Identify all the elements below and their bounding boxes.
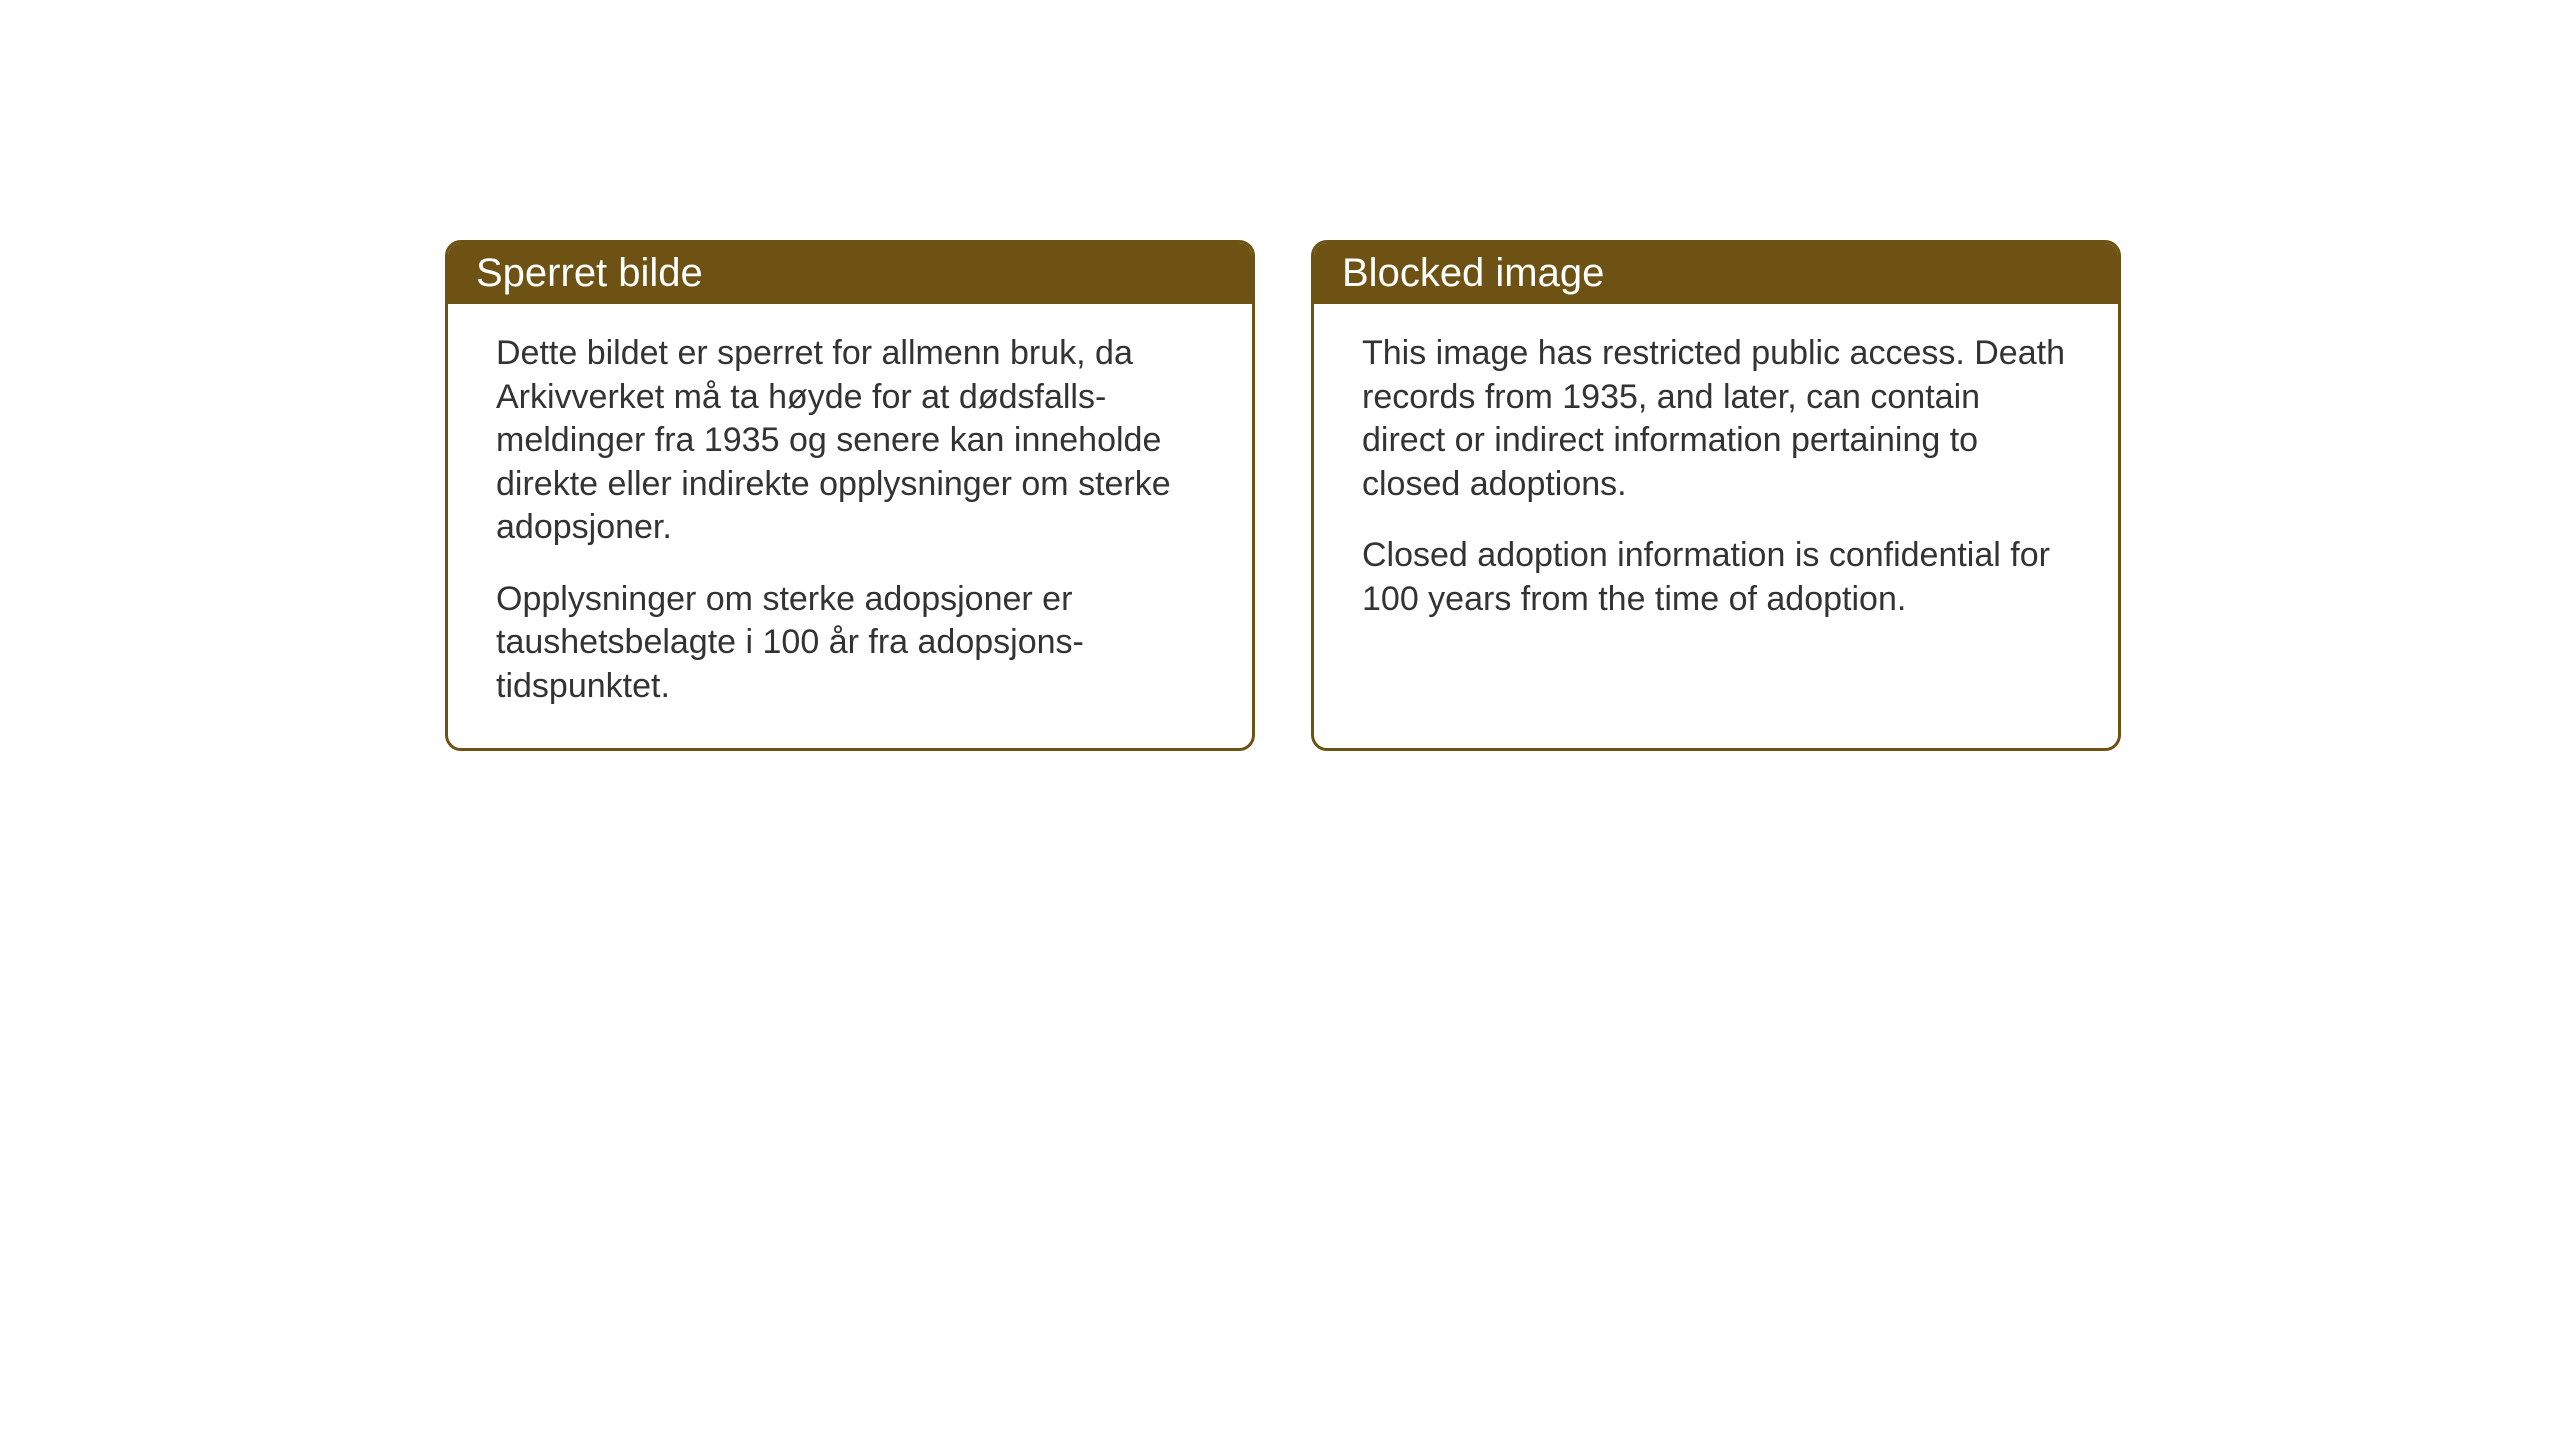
english-paragraph-2: Closed adoption information is confident… (1362, 534, 2070, 621)
norwegian-card-header: Sperret bilde (448, 243, 1252, 304)
english-paragraph-1: This image has restricted public access.… (1362, 332, 2070, 506)
english-notice-card: Blocked image This image has restricted … (1311, 240, 2121, 751)
norwegian-paragraph-2: Opplysninger om sterke adopsjoner er tau… (496, 578, 1204, 709)
norwegian-card-title: Sperret bilde (476, 251, 703, 295)
norwegian-card-body: Dette bildet er sperret for allmenn bruk… (448, 304, 1252, 748)
notice-cards-container: Sperret bilde Dette bildet er sperret fo… (445, 240, 2121, 751)
english-card-header: Blocked image (1314, 243, 2118, 304)
english-card-body: This image has restricted public access.… (1314, 304, 2118, 661)
norwegian-notice-card: Sperret bilde Dette bildet er sperret fo… (445, 240, 1255, 751)
english-card-title: Blocked image (1342, 251, 1604, 295)
norwegian-paragraph-1: Dette bildet er sperret for allmenn bruk… (496, 332, 1204, 550)
